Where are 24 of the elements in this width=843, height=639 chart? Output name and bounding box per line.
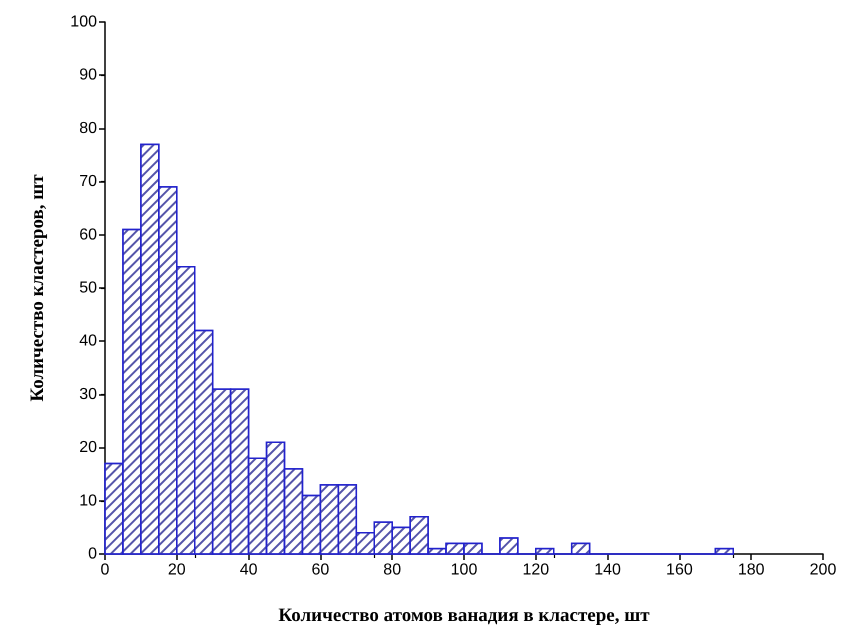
y-tick-label: 10	[79, 492, 98, 510]
x-tick-label: 80	[383, 562, 402, 578]
x-tick-label: 40	[240, 562, 258, 578]
y-tick-label: 30	[79, 386, 98, 403]
y-tick-label: 40	[79, 332, 98, 350]
y-tick-label: 90	[79, 66, 98, 84]
y-tick-label: 100	[70, 14, 98, 30]
y-axis-title: Количество кластеров, шт	[27, 174, 48, 402]
y-tick-label: 60	[79, 226, 98, 244]
y-tick-label: 70	[79, 173, 98, 190]
x-tick-label: 180	[738, 562, 765, 578]
y-tick-label: 80	[79, 120, 98, 137]
x-tick-label: 160	[666, 562, 693, 578]
x-tick-label: 20	[168, 562, 186, 578]
x-tick-label: 200	[810, 562, 836, 578]
x-tick-label: 60	[312, 562, 330, 578]
x-axis-title: Количество атомов ванадия в кластере, шт	[278, 605, 650, 626]
x-tick-label: 100	[450, 562, 478, 578]
x-tick-label: 140	[594, 562, 622, 578]
y-tick-label: 50	[79, 280, 98, 296]
y-tick-label: 20	[79, 439, 98, 456]
y-tick-label: 0	[88, 546, 98, 562]
x-tick-label: 0	[100, 562, 110, 578]
x-tick-label: 120	[522, 562, 550, 578]
